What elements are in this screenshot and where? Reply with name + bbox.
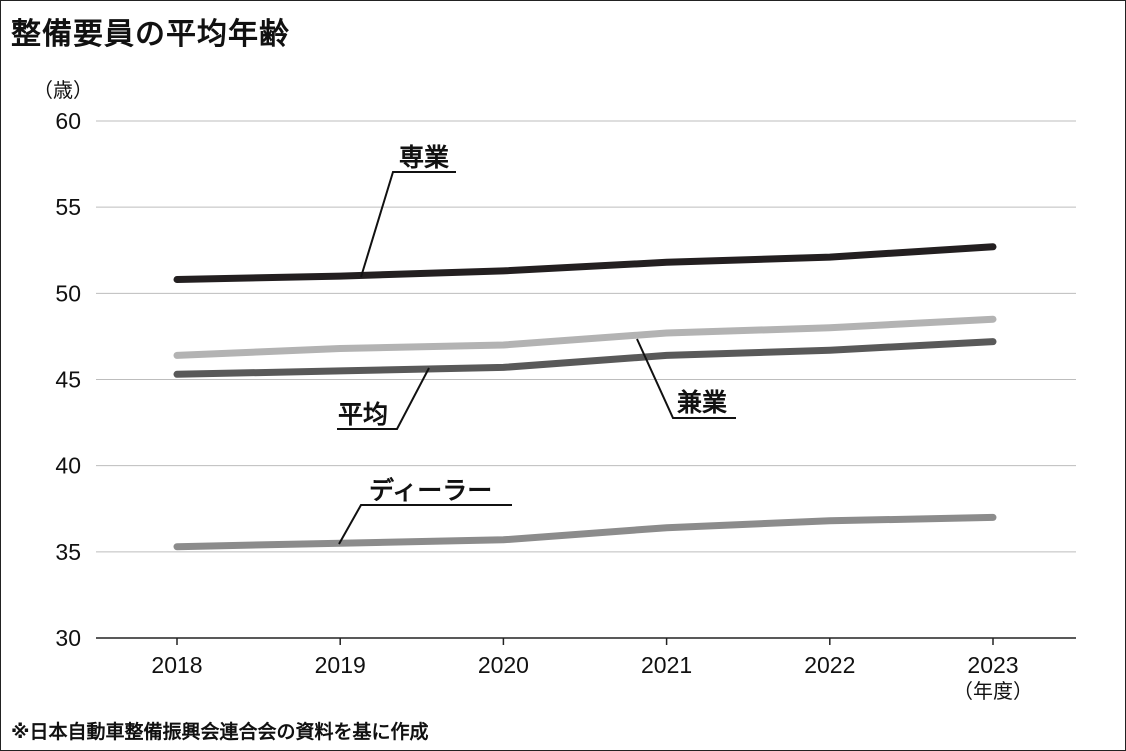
leader-line-兼業 xyxy=(636,338,736,419)
series-label-ディーラー: ディーラー xyxy=(369,476,492,505)
y-tick-label: 45 xyxy=(55,367,81,393)
x-tick-label: 2022 xyxy=(804,652,855,678)
y-tick-label: 50 xyxy=(55,280,81,306)
y-axis-unit: （歳） xyxy=(33,78,93,102)
x-tick-label: 2021 xyxy=(641,652,692,678)
x-tick-label: 2018 xyxy=(151,652,202,678)
series-line-専業 xyxy=(173,243,997,283)
series-line-ディーラー xyxy=(173,513,997,551)
series-line-兼業 xyxy=(173,315,997,359)
x-axis: 2018 2019 2020 2021 2022 2023 xyxy=(151,638,1019,678)
series-label-専業: 専業 xyxy=(399,143,449,172)
y-axis: 30 35 40 45 50 55 60 xyxy=(55,108,81,651)
x-tick-label: 2020 xyxy=(478,652,529,678)
source-footnote: ※日本自動車整備振興会連合会の資料を基に作成 xyxy=(11,721,429,743)
leader-line-ディーラー xyxy=(338,504,512,545)
leader-line-専業 xyxy=(360,171,456,278)
y-tick-label: 60 xyxy=(55,108,81,134)
leader-line-平均 xyxy=(337,367,430,430)
chart-title: 整備要員の平均年齢 xyxy=(11,17,290,52)
label-leader-lines xyxy=(337,171,736,545)
series-label-兼業: 兼業 xyxy=(677,388,727,417)
y-tick-label: 30 xyxy=(55,625,81,651)
y-tick-label: 55 xyxy=(55,194,81,220)
x-tick-label: 2019 xyxy=(315,652,366,678)
y-tick-label: 40 xyxy=(55,453,81,479)
series-line-平均 xyxy=(173,338,997,378)
x-axis-unit: （年度） xyxy=(953,679,1033,703)
series-label-平均: 平均 xyxy=(338,400,388,429)
x-tick-label: 2023 xyxy=(967,652,1018,678)
gridlines xyxy=(96,120,1076,639)
y-tick-label: 35 xyxy=(55,539,81,565)
series-lines xyxy=(173,243,997,551)
